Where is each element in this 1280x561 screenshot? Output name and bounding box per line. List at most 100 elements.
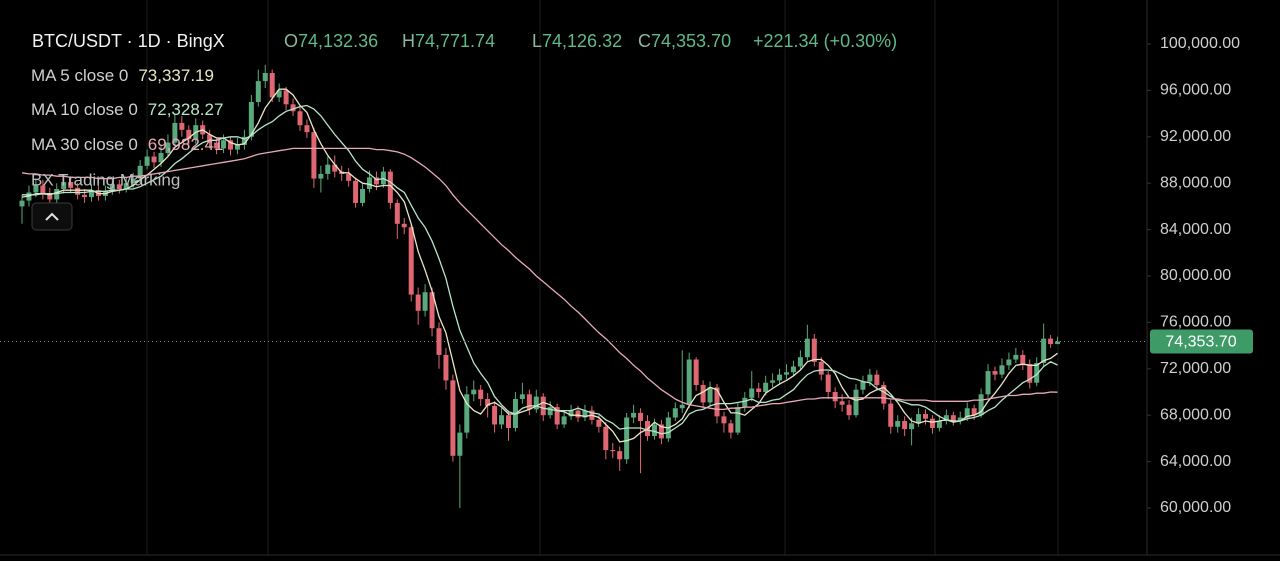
y-tick-label: 80,000.00 (1160, 267, 1231, 284)
chevron-up-icon[interactable] (45, 212, 59, 221)
candle-body (978, 394, 984, 416)
candle-body (561, 416, 567, 425)
candle-body (89, 190, 94, 198)
candle-body (533, 396, 539, 410)
candle-body (1034, 362, 1040, 383)
candle-body (707, 387, 713, 403)
candle-body (464, 394, 470, 433)
indicator-value: 69,982.41 (148, 135, 224, 154)
candle-body (387, 171, 393, 203)
candle-body (325, 164, 331, 174)
candle-body (33, 185, 39, 193)
candle-body (631, 412, 637, 418)
candle-body (68, 182, 74, 188)
indicator-row: MA 10 close 0 72,328.27 (31, 100, 223, 119)
ohlc-value: 74,132.36 (298, 31, 378, 51)
candle-body (832, 391, 838, 402)
candle-body (75, 187, 81, 195)
candle-body (47, 194, 53, 200)
y-tick-label: 84,000.00 (1160, 221, 1231, 238)
candle-body (839, 401, 845, 405)
candle-body (742, 397, 748, 408)
candle-body (61, 182, 67, 189)
candle-body (943, 415, 949, 421)
candle-body (283, 90, 289, 105)
candle-body (506, 415, 511, 428)
candle-body (679, 404, 685, 409)
y-tick-label: 100,000.00 (1160, 35, 1240, 52)
indicator-name: MA 10 close 0 (31, 100, 138, 119)
candle-body (568, 410, 574, 417)
candle-body (499, 415, 505, 425)
ohlc-label: O (284, 31, 298, 51)
candle-body (221, 140, 227, 149)
y-tick-label: 60,000.00 (1160, 499, 1231, 516)
candle-body (304, 125, 310, 133)
candle-body (1055, 341, 1061, 345)
candle-body (471, 389, 477, 395)
candle-body (297, 111, 303, 126)
candle-body (985, 371, 991, 395)
candle-body (651, 424, 657, 437)
candle-body (151, 156, 157, 163)
candle-body (540, 396, 546, 416)
ohlc-label: C (638, 31, 651, 51)
ohlc-open: O74,132.36 (284, 31, 378, 51)
candle-body (158, 153, 164, 163)
button-frame[interactable] (31, 202, 73, 231)
candle-body (686, 359, 692, 405)
candle-body (603, 426, 609, 450)
candle-body (332, 164, 338, 172)
candle-body (123, 183, 129, 189)
candle-body (526, 394, 532, 410)
candle-body (916, 414, 922, 424)
candle-body (797, 357, 803, 367)
candle-body (825, 374, 831, 392)
candle-body (672, 408, 678, 418)
candle-body (367, 177, 372, 189)
candle-body (1013, 354, 1019, 360)
candle-body (610, 449, 616, 452)
candle-body (582, 410, 588, 418)
candle-body (519, 394, 525, 399)
candle-body (269, 72, 275, 98)
candle-body (1006, 359, 1012, 366)
candle-body (936, 420, 942, 428)
candle-body (130, 178, 136, 184)
candle-body (596, 419, 602, 427)
candle-body (457, 432, 463, 456)
candle-body (909, 423, 915, 430)
candle-body (874, 374, 880, 386)
candle-body (311, 132, 317, 179)
moving-average-line (22, 104, 1058, 435)
indicator-value: 72,328.27 (148, 100, 224, 119)
plot-area (0, 64, 1147, 508)
candle-body (82, 194, 88, 198)
candle-body (846, 404, 852, 416)
candle-body (429, 292, 435, 329)
candle-body (248, 101, 254, 137)
candle-body (902, 420, 908, 430)
collapse-button[interactable] (31, 202, 73, 231)
candle-body (714, 387, 720, 417)
candle-body (867, 374, 873, 382)
candle-body (895, 420, 901, 427)
candle-body (735, 407, 741, 433)
candle-body (804, 338, 810, 358)
candle-body (770, 380, 776, 383)
candle-body (234, 144, 240, 150)
candle-body (818, 361, 824, 375)
candle-body (617, 451, 623, 460)
candle-body (1020, 354, 1026, 365)
candle-body (638, 412, 644, 421)
candle-body (214, 142, 220, 149)
candle-body (923, 414, 928, 419)
candle-body (179, 122, 185, 130)
candle-body (992, 371, 998, 375)
candle-body (749, 388, 755, 398)
candle-body (443, 354, 449, 381)
y-tick-label: 72,000.00 (1160, 360, 1231, 377)
ohlc-label: H (402, 31, 415, 51)
candle-body (853, 389, 859, 416)
